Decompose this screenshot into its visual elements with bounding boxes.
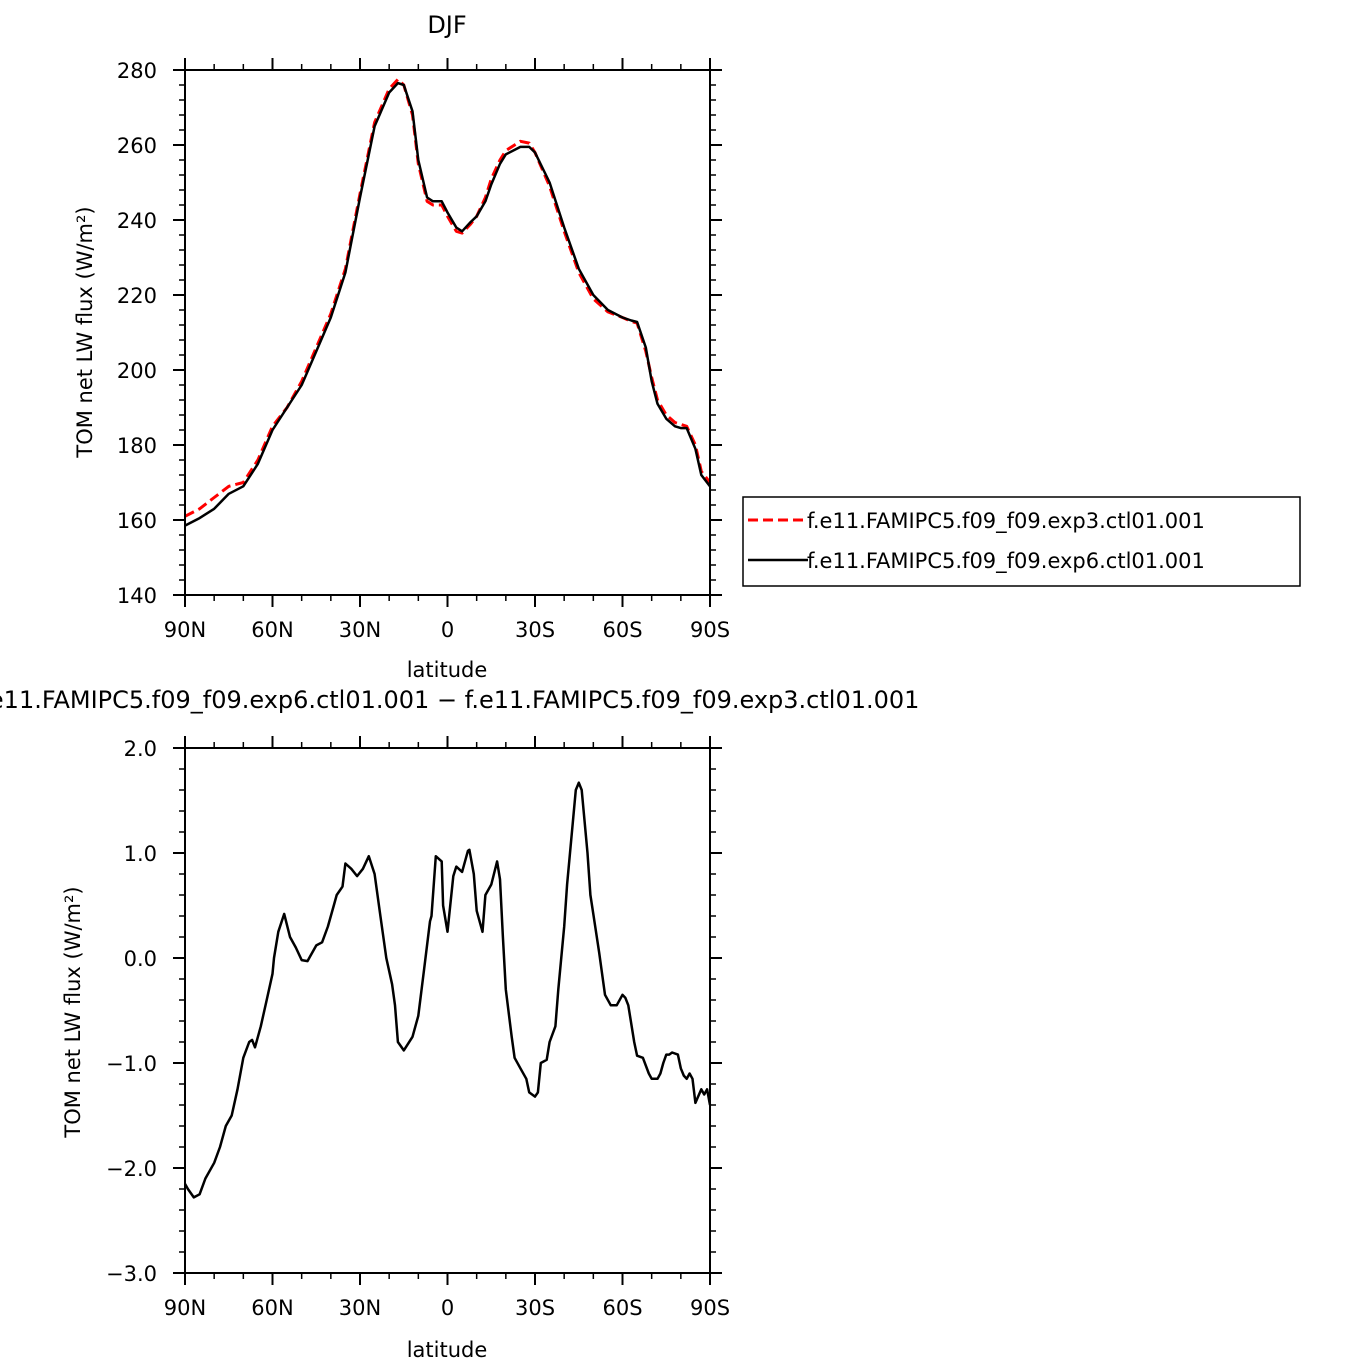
bottom-y-tick-label: 0.0 [124, 947, 157, 971]
top-x-tick-label: 60N [251, 618, 293, 642]
bottom-chart-title: f.e11.FAMIPC5.f09_f09.exp6.ctl01.001 − f… [0, 686, 919, 714]
bottom-y-tick-label: −1.0 [106, 1052, 157, 1076]
top-plot-area: 90N 60N 30N 0 30S 60S 90S 140 160 180 200 220 240 260… [117, 58, 730, 642]
bottom-x-tick-label: 30S [515, 1296, 555, 1320]
top-x-tick-label: 30S [515, 618, 555, 642]
bottom-series-line-0 [183, 781, 712, 1199]
top-chart-title: DJF [427, 11, 466, 39]
bottom-y-tick-label: −3.0 [106, 1262, 157, 1286]
top-y-tick-label: 220 [117, 284, 157, 308]
top-y-tick-label: 280 [117, 59, 157, 83]
bottom-y-axis-label: TOM net LW flux (W/m²) [61, 886, 85, 1138]
top-y-tick-label: 260 [117, 134, 157, 158]
top-plot-frame [184, 69, 711, 596]
bottom-y-tick-label: −2.0 [106, 1157, 157, 1181]
bottom-x-axis-label: latitude [407, 1338, 488, 1362]
bottom-x-tick-label: 90N [164, 1296, 206, 1320]
top-x-tick-label: 0 [441, 618, 454, 642]
top-y-axis-label: TOM net LW flux (W/m²) [73, 206, 97, 458]
bottom-y-tick-label: 2.0 [124, 737, 157, 761]
bottom-x-tick-label: 0 [441, 1296, 454, 1320]
top-x-tick-label: 60S [602, 618, 642, 642]
top-x-tick-label: 30N [339, 618, 381, 642]
top-y-tick-label: 200 [117, 359, 157, 383]
bottom-plot-area: 90N 60N 30N 0 30S 60S 90S −3.0 −2.0 −1.0 0.0 1.0 2.0 [106, 736, 730, 1320]
legend-label-exp3: f.e11.FAMIPC5.f09_f09.exp3.ctl01.001 [807, 509, 1205, 534]
bottom-x-tick-label: 90S [690, 1296, 730, 1320]
bottom-x-tick-label: 60S [602, 1296, 642, 1320]
top-x-axis-label: latitude [407, 658, 488, 682]
top-y-tick-label: 180 [117, 434, 157, 458]
bottom-panel: f.e11.FAMIPC5.f09_f09.exp6.ctl01.001 − f… [0, 686, 919, 1362]
bottom-x-tick-label: 60N [251, 1296, 293, 1320]
top-y-tick-label: 240 [117, 209, 157, 233]
legend-box [742, 496, 1301, 587]
bottom-y-tick-label: 1.0 [124, 842, 157, 866]
top-panel: DJF 90N 60N 30N 0 30S 60S 90S 140 160 180 200 220 24… [73, 11, 1301, 682]
top-x-tick-label: 90S [690, 618, 730, 642]
bottom-x-tick-label: 30N [339, 1296, 381, 1320]
bottom-plot-frame [184, 747, 711, 1274]
top-y-tick-label: 140 [117, 584, 157, 608]
top-x-tick-label: 90N [164, 618, 206, 642]
top-legend: f.e11.FAMIPC5.f09_f09.exp3.ctl01.001 f.e… [742, 496, 1301, 587]
top-y-tick-label: 160 [117, 509, 157, 533]
legend-label-exp6: f.e11.FAMIPC5.f09_f09.exp6.ctl01.001 [807, 549, 1205, 574]
top-series-line-1 [184, 81, 711, 527]
